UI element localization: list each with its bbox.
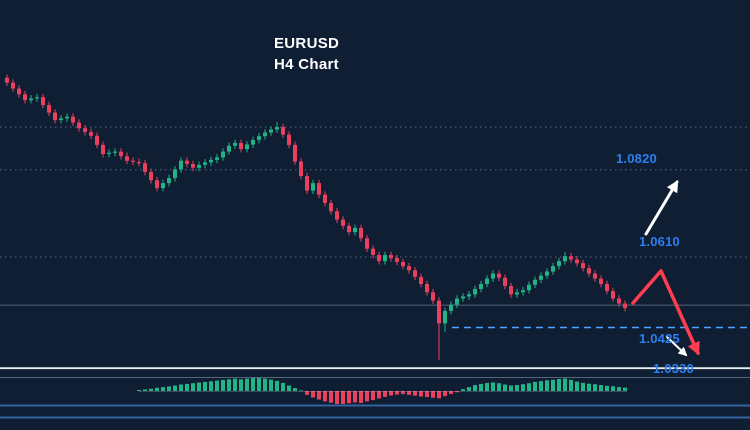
white-up-projection-arrow	[644, 179, 679, 236]
price-label-1-0820: 1.0820	[616, 151, 657, 166]
timeframe-title: H4 Chart	[274, 56, 339, 73]
symbol-title: EURUSD	[274, 35, 340, 52]
price-label-1-0425: 1.0425	[639, 331, 680, 346]
small-white-down-arrow	[666, 336, 688, 357]
candlestick-series	[5, 74, 627, 360]
red-down-projection-arrow	[631, 269, 700, 356]
drawn-arrow-annotations	[631, 179, 700, 357]
price-level-lines	[0, 126, 750, 370]
chart-title-block: EURUSD H4 Chart	[274, 33, 339, 75]
price-label-1-0610: 1.0610	[639, 234, 680, 249]
pane-divider-lines	[0, 377, 750, 419]
macd-histogram	[137, 378, 627, 404]
price-label-1-0330: 1.0330	[653, 361, 694, 376]
